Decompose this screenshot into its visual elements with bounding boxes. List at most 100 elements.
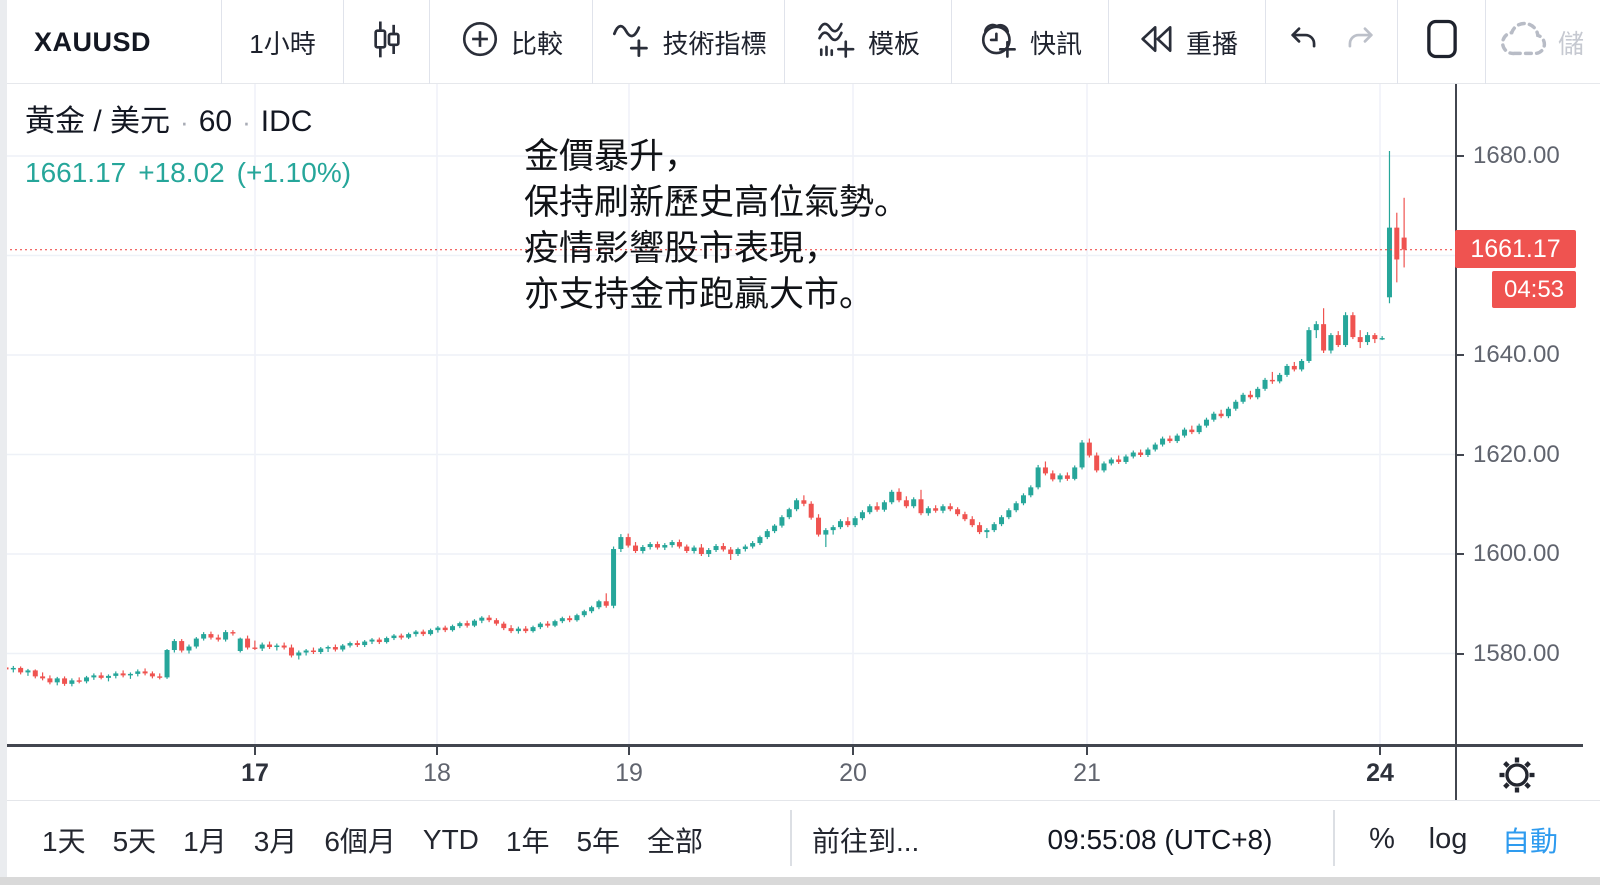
candle-body bbox=[779, 517, 785, 526]
candle-body bbox=[552, 621, 558, 626]
candle-body bbox=[772, 525, 778, 532]
replay-button[interactable]: 重播 bbox=[1109, 0, 1266, 84]
theme-toggle-button[interactable] bbox=[1495, 755, 1539, 799]
time-axis-label: 21 bbox=[1073, 759, 1101, 787]
goto-date-label: 前往到... bbox=[812, 825, 920, 857]
annotation-line: 金價暴升， bbox=[524, 137, 700, 176]
range-button-5年[interactable]: 5年 bbox=[576, 825, 621, 857]
candle-body bbox=[1108, 459, 1114, 464]
range-button-6個月[interactable]: 6個月 bbox=[324, 825, 396, 857]
bar-countdown-tag: 04:53 bbox=[1492, 271, 1576, 308]
symbol-button[interactable]: XAUUSD bbox=[0, 0, 222, 84]
candle-body bbox=[237, 638, 243, 652]
range-button-YTD[interactable]: YTD bbox=[422, 823, 479, 855]
candle-body bbox=[881, 502, 887, 510]
interval-button[interactable]: 1小時 bbox=[222, 0, 344, 84]
candle-body bbox=[596, 601, 602, 608]
range-button-3月[interactable]: 3月 bbox=[253, 825, 298, 857]
candle-body bbox=[252, 647, 258, 649]
candle-body bbox=[1116, 459, 1122, 462]
candle-body bbox=[508, 628, 514, 632]
sun-icon bbox=[1497, 755, 1537, 800]
legend-title-row[interactable]: 黃金 / 美元 · 60 · IDC bbox=[25, 96, 363, 140]
candle-body bbox=[816, 517, 822, 535]
percent-scale-label: % bbox=[1369, 823, 1395, 855]
candle-body bbox=[230, 632, 236, 634]
candle-body bbox=[969, 519, 975, 526]
candle-body bbox=[830, 527, 836, 531]
last-price-tag: 1661.17 bbox=[1455, 230, 1576, 268]
price-axis-line[interactable] bbox=[1455, 84, 1457, 800]
candle-body bbox=[625, 537, 631, 546]
candle-body bbox=[259, 644, 265, 649]
price-axis-label: 1680.00 bbox=[1473, 142, 1560, 169]
chart-type-button[interactable] bbox=[344, 0, 430, 84]
candle-body bbox=[999, 517, 1005, 525]
range-button-5天[interactable]: 5天 bbox=[112, 825, 157, 857]
bottom-toolbar: 1天 5天 1月 3月 6個月 YTD 1年 5年 全部 前往到... 09:55:08 (UT… bbox=[0, 800, 1600, 877]
cloud-save-button[interactable]: 儲 bbox=[1486, 0, 1600, 84]
time-axis-label: 20 bbox=[839, 759, 867, 787]
candle-body bbox=[1225, 408, 1231, 417]
range-button-1年[interactable]: 1年 bbox=[505, 825, 550, 857]
candle-body bbox=[603, 601, 609, 606]
date-range-buttons: 1天 5天 1月 3月 6個月 YTD 1年 5年 全部 bbox=[42, 801, 703, 878]
candle-body bbox=[384, 638, 390, 643]
legend-last-price: 1661.17 bbox=[25, 157, 127, 188]
auto-scale-button[interactable]: 自動 bbox=[1490, 801, 1570, 878]
range-button-全部[interactable]: 全部 bbox=[647, 825, 704, 857]
candle-body bbox=[179, 641, 185, 651]
candle-body bbox=[10, 667, 16, 670]
candle-body bbox=[157, 676, 163, 678]
time-axis-line bbox=[0, 744, 1583, 747]
candle-body bbox=[303, 650, 309, 653]
candle-body bbox=[1240, 394, 1246, 402]
range-button-1月[interactable]: 1月 bbox=[183, 825, 227, 857]
clock-timezone-button[interactable]: 09:55:08 (UTC+8) bbox=[1040, 801, 1280, 878]
candle-body bbox=[911, 499, 917, 507]
candle-body bbox=[1138, 452, 1144, 455]
log-scale-label: log bbox=[1428, 823, 1468, 855]
candle-body bbox=[1101, 463, 1107, 471]
candle-body bbox=[581, 611, 587, 616]
cloud-save-icon bbox=[1498, 16, 1550, 69]
candle-body bbox=[1335, 335, 1341, 346]
candle-body bbox=[62, 678, 68, 684]
candle-body bbox=[47, 678, 53, 683]
price-axis-label: 1600.00 bbox=[1473, 540, 1560, 567]
candle-body bbox=[98, 675, 104, 678]
candle-body bbox=[1064, 475, 1070, 479]
compare-button[interactable]: 比較 bbox=[430, 0, 593, 84]
goto-date-button[interactable]: 前往到... bbox=[812, 801, 919, 878]
candle-body bbox=[808, 503, 814, 518]
candle-body bbox=[720, 546, 726, 550]
templates-button[interactable]: 模板 bbox=[785, 0, 952, 84]
legend-change: +18.02 bbox=[138, 157, 225, 188]
candle-body bbox=[1350, 315, 1356, 338]
legend-interval: 60 bbox=[198, 105, 233, 138]
alerts-button[interactable]: 快訊 bbox=[952, 0, 1109, 84]
fullscreen-button[interactable] bbox=[1398, 0, 1486, 84]
redo-icon[interactable] bbox=[1342, 20, 1380, 65]
indicator-wave-plus-icon bbox=[610, 18, 652, 67]
candle-body bbox=[852, 518, 858, 526]
indicators-button[interactable]: 技術指標 bbox=[593, 0, 785, 84]
candle-body bbox=[640, 547, 646, 552]
undo-icon[interactable] bbox=[1284, 20, 1322, 65]
candle-body bbox=[332, 647, 338, 650]
candle-body bbox=[493, 620, 499, 624]
chart-pane[interactable] bbox=[0, 84, 1455, 745]
candle-body bbox=[735, 549, 741, 554]
candle-body bbox=[1152, 444, 1158, 450]
candle-body bbox=[1086, 442, 1092, 456]
candle-body bbox=[267, 644, 273, 648]
legend-price-row: 1661.17 +18.02 (+1.10%) bbox=[25, 157, 363, 189]
log-scale-button[interactable]: log bbox=[1415, 801, 1481, 878]
chart-text-annotation[interactable]: 金價暴升， 保持刷新歷史高位氣勢。 疫情影響股市表現， 亦支持金市跑贏大市。 bbox=[524, 134, 909, 318]
screen-edge-strip bbox=[0, 0, 7, 885]
candle-body bbox=[25, 670, 31, 673]
percent-scale-button[interactable]: % bbox=[1352, 801, 1412, 878]
candle-body bbox=[1182, 429, 1188, 436]
range-button-1天[interactable]: 1天 bbox=[42, 825, 86, 857]
candle-body bbox=[113, 673, 119, 676]
